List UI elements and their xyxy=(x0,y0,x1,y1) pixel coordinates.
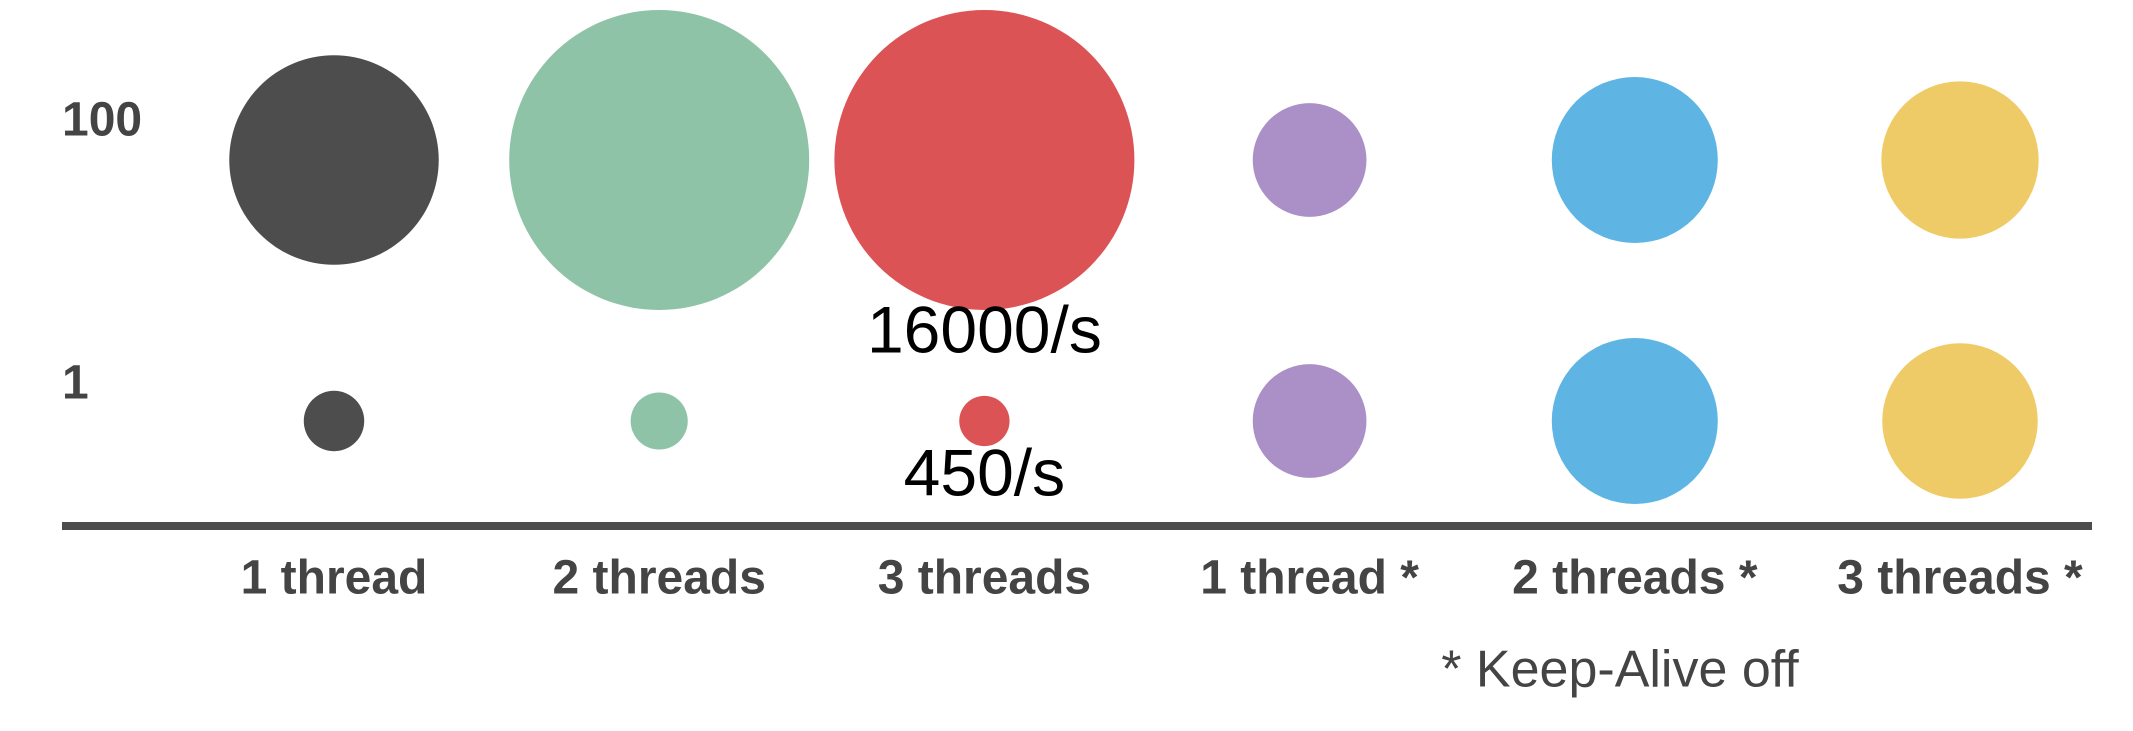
footnote: * Keep-Alive off xyxy=(1441,641,1799,699)
bubble xyxy=(229,55,439,265)
x-tick-label: 2 threads * xyxy=(1512,552,1758,605)
bubble xyxy=(1252,364,1367,478)
bubble xyxy=(1881,81,2039,239)
bubble xyxy=(1551,76,1718,244)
bubble xyxy=(303,390,365,452)
value-label: 450/s xyxy=(904,435,1065,509)
x-tick-label: 1 thread * xyxy=(1200,552,1419,605)
bubble xyxy=(1882,343,2038,499)
x-tick-label: 3 threads * xyxy=(1837,552,2083,605)
row-label: 100 xyxy=(62,94,142,147)
bubble xyxy=(1252,103,1367,217)
x-tick-label: 3 threads xyxy=(878,552,1091,605)
x-tick-label: 1 thread xyxy=(241,552,428,605)
bubble xyxy=(834,10,1135,310)
bubble xyxy=(509,10,810,310)
x-tick-label: 2 threads xyxy=(552,552,765,605)
row-label: 1 xyxy=(62,357,89,410)
bubble xyxy=(959,395,1010,447)
bubble xyxy=(630,392,688,450)
bubble xyxy=(1551,337,1718,505)
value-label: 16000/s xyxy=(867,292,1102,366)
